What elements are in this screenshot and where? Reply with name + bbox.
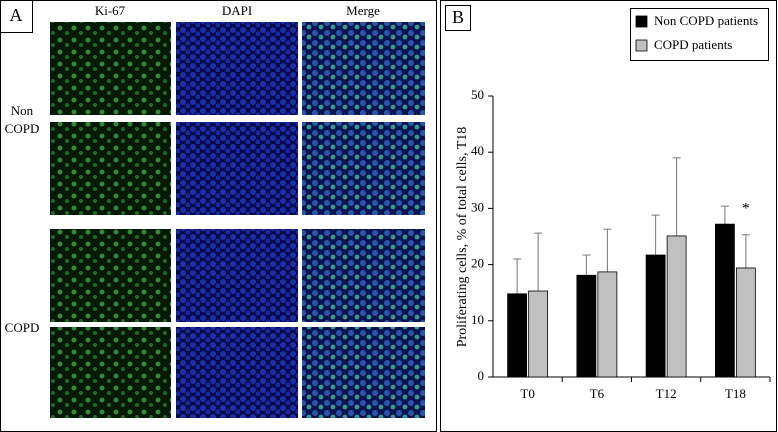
bar: [735, 267, 756, 378]
y-tick-label: 20: [471, 256, 484, 271]
annotation: *: [742, 200, 750, 216]
column-label: Merge: [346, 3, 380, 18]
x-tick-label: T18: [725, 386, 746, 401]
x-tick-label: T12: [656, 386, 677, 401]
panel-label-box: [0, 0, 33, 33]
x-tick-label: T0: [520, 386, 534, 401]
legend-swatch: [635, 15, 648, 28]
y-axis-label: Proliferating cells, % of total cells, T…: [455, 127, 470, 348]
bar: [507, 293, 528, 378]
bar: [645, 254, 666, 378]
panel-label: A: [10, 5, 23, 25]
panel-label: B: [452, 7, 464, 27]
bar: [528, 290, 549, 378]
image: [50, 327, 171, 418]
micrographs: [50, 22, 425, 418]
image: [176, 122, 298, 215]
image: [50, 122, 171, 215]
column-label: Ki-67: [95, 3, 126, 18]
legend-label: Non COPD patients: [654, 13, 758, 28]
legend-label: COPD patients: [654, 37, 732, 52]
image: [176, 327, 298, 418]
bar: [714, 223, 735, 378]
panel-label-box: [445, 5, 471, 31]
image: [302, 22, 425, 115]
image: [50, 22, 171, 115]
image: [50, 229, 171, 322]
legend-frame: [630, 8, 769, 61]
bar: [666, 235, 687, 378]
y-tick-label: 40: [471, 143, 484, 158]
image: [176, 22, 298, 115]
x-tick-label: T6: [590, 386, 605, 401]
image: [176, 229, 298, 322]
column-label: DAPI: [222, 3, 252, 18]
row-label: Non COPD: [4, 103, 40, 136]
image: [302, 229, 425, 322]
image: [302, 327, 425, 418]
y-tick-label: 50: [471, 87, 484, 102]
bar: [576, 274, 597, 378]
bar: [597, 271, 618, 378]
row-label: COPD: [4, 320, 40, 335]
y-tick-label: 10: [471, 312, 484, 327]
y-tick-label: 0: [478, 368, 485, 383]
legend-swatch: [635, 39, 648, 52]
image: [302, 122, 425, 215]
y-tick-label: 30: [471, 199, 484, 214]
